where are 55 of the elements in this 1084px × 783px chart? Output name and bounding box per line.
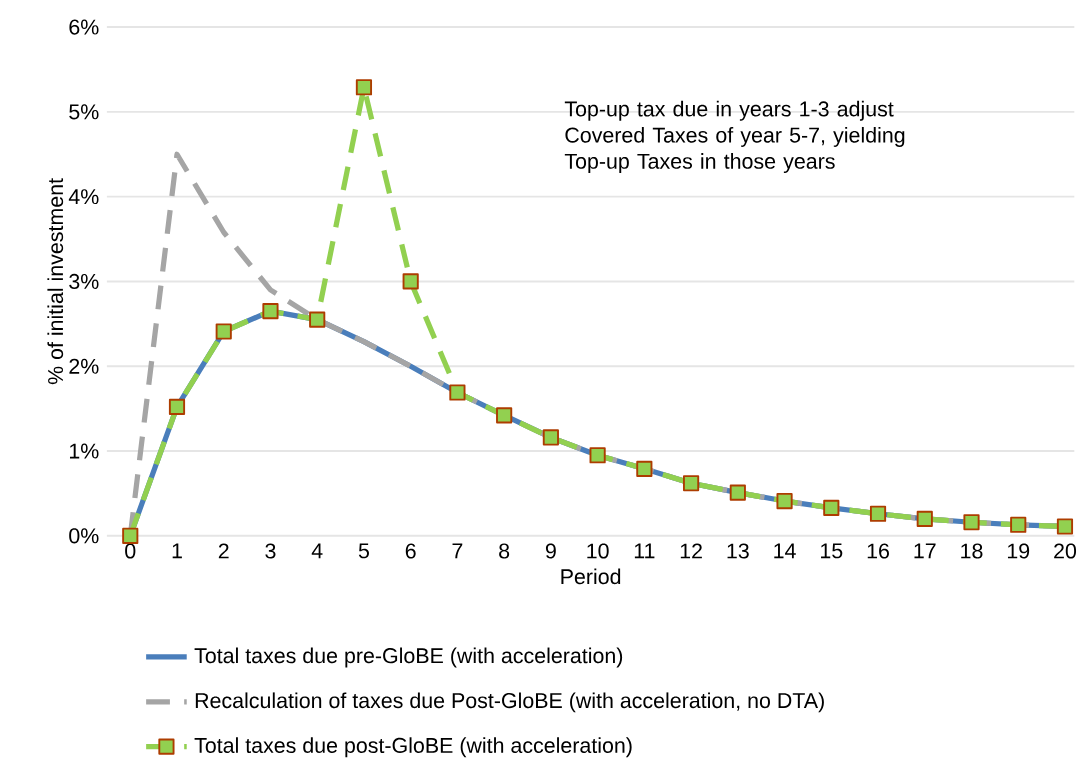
x-tick-label: 18 xyxy=(961,543,983,559)
point xyxy=(589,447,606,464)
x-tick-label: 5 xyxy=(358,543,369,559)
legend-label: Total taxes due pre-GloBE (with acceleration) xyxy=(194,647,623,668)
x-tick-label: 6 xyxy=(405,543,416,559)
y-tick-label: 3% xyxy=(69,273,99,290)
point xyxy=(869,505,887,522)
x-tick-label: 2 xyxy=(218,543,229,559)
point xyxy=(355,79,373,96)
y-tick-label: 5% xyxy=(69,104,99,120)
x-tick-label: 15 xyxy=(821,543,843,559)
point xyxy=(963,514,980,531)
point xyxy=(916,510,933,528)
y-tick-label: 1% xyxy=(70,443,99,459)
legend-label: Total taxes due post-GloBE (with acceleration) xyxy=(194,737,632,758)
x-tick-label: 0 xyxy=(125,543,136,559)
point xyxy=(683,475,700,492)
point xyxy=(542,429,559,446)
x-tick-label: 14 xyxy=(774,543,796,559)
x-tick-label: 13 xyxy=(727,543,749,559)
point xyxy=(309,311,326,328)
x-tick-label: 17 xyxy=(914,543,936,559)
y-tick-label: 4% xyxy=(68,189,99,205)
x-tick-label: 7 xyxy=(452,543,463,559)
point xyxy=(1010,516,1027,533)
point xyxy=(122,527,139,545)
x-tick-label: 16 xyxy=(867,543,889,559)
x-tick-label: 8 xyxy=(499,543,510,559)
x-tick-label: 10 xyxy=(587,543,609,559)
point xyxy=(168,398,186,416)
point xyxy=(262,303,279,320)
x-axis-title: Period xyxy=(561,568,621,585)
point xyxy=(496,407,513,424)
point xyxy=(449,384,466,401)
point xyxy=(636,460,653,478)
x-tick-label: 1 xyxy=(172,543,182,559)
point xyxy=(729,484,746,501)
legend-label: Recalculation of taxes due Post-GloBE (with acceleration, no DTA) xyxy=(195,692,824,713)
annotation: Top-up tax due in years 1-3 adjust Covered Taxes of year 5-7, yielding Top-up Taxes in those years xyxy=(564,100,905,174)
x-tick-label: 3 xyxy=(265,543,276,559)
y-tick-label: 0% xyxy=(69,528,99,544)
x-tick-label: 19 xyxy=(1007,543,1030,559)
point xyxy=(1056,518,1074,535)
x-tick-label: 11 xyxy=(634,543,655,559)
point xyxy=(823,499,840,517)
x-tick-label: 12 xyxy=(680,543,702,559)
x-tick-label: 20 xyxy=(1054,543,1077,559)
point xyxy=(402,273,419,290)
point xyxy=(776,493,793,510)
y-axis-title: % of initial investment xyxy=(47,178,64,385)
x-tick-label: 4 xyxy=(311,543,323,559)
point xyxy=(215,323,232,340)
y-tick-label: 6% xyxy=(69,19,99,35)
y-tick-label: 2% xyxy=(69,358,99,374)
x-tick-label: 9 xyxy=(545,543,556,559)
